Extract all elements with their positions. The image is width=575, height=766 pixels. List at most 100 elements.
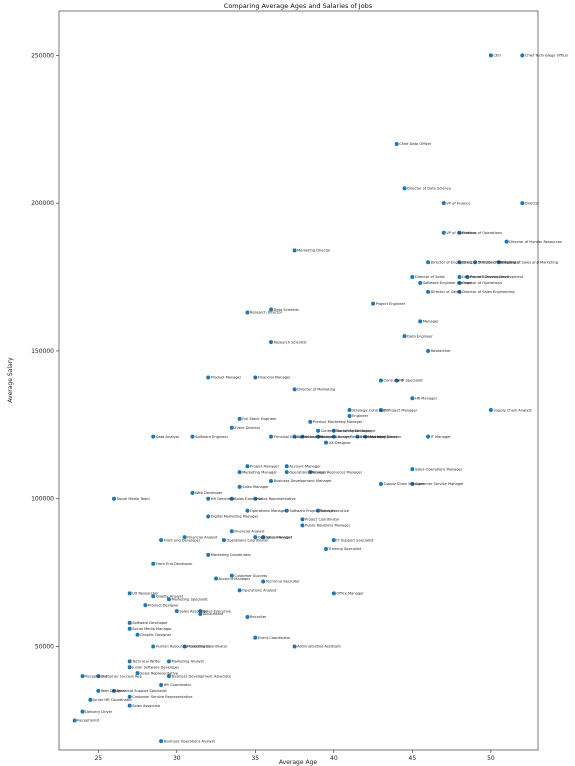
data-point: [473, 260, 478, 265]
point-label: Account Manager: [219, 577, 251, 581]
data-point: [96, 674, 101, 679]
data-point: [151, 594, 156, 599]
data-point: [457, 289, 462, 294]
point-label: Director of Engineering: [431, 260, 473, 264]
point-label: Research Scientist: [274, 340, 308, 344]
point-label: Data Analyst: [156, 435, 180, 439]
data-point: [151, 434, 156, 439]
x-tick-label: 45: [409, 755, 417, 762]
data-point: [418, 280, 423, 285]
point-label: Product Manager: [211, 376, 242, 380]
y-tick-label: 200000: [31, 200, 54, 207]
data-point: [488, 53, 493, 58]
point-label: Content Marketing Manager: [321, 429, 372, 433]
data-point: [214, 576, 219, 581]
data-point: [245, 614, 250, 619]
point-label: Operations Manager: [297, 435, 334, 439]
data-point: [198, 609, 203, 614]
x-tick-label: 30: [173, 755, 181, 762]
data-point: [269, 307, 274, 312]
point-label: Operations Manager: [289, 470, 326, 474]
point-label: Technical Writer: [131, 660, 161, 664]
point-label: HR Specialist: [399, 379, 423, 383]
data-point: [190, 434, 195, 439]
data-point: [253, 635, 258, 640]
axis-ticks: 25 30 35 40 45 50 50000 100000 150000 200000 25000…: [31, 52, 495, 762]
point-label: Marketing Director: [368, 435, 402, 439]
point-label: Research Director: [250, 311, 283, 315]
data-point: [245, 508, 250, 513]
point-label: Sales Representative: [258, 497, 297, 501]
y-tick-label: 250000: [31, 52, 54, 59]
data-point: [151, 561, 156, 566]
point-label: Supply Chain Analyst: [493, 408, 532, 412]
data-point: [504, 239, 509, 244]
y-tick-label: 150000: [31, 348, 54, 355]
point-label: Front End Developer: [156, 562, 193, 566]
data-point: [206, 514, 211, 519]
data-point: [426, 434, 431, 439]
data-point: [127, 665, 132, 670]
data-point: [520, 201, 525, 206]
point-label: Engineer: [352, 414, 369, 418]
data-point: [292, 248, 297, 253]
point-label: Customer Service Manager: [415, 482, 464, 486]
point-label: Social Media Manager: [132, 627, 172, 631]
data-point: [457, 275, 462, 280]
point-label: Sales Associate: [132, 704, 161, 708]
data-point: [253, 535, 258, 540]
point-label: Delivery Driver: [85, 710, 113, 714]
data-point: [206, 375, 211, 380]
data-point: [221, 538, 226, 543]
data-point: [410, 467, 415, 472]
data-point: [331, 591, 336, 596]
data-point: [426, 289, 431, 294]
point-label: Operations Analyst: [258, 535, 293, 539]
data-point: [496, 260, 501, 265]
point-label: Business Intelligence: [360, 435, 399, 439]
data-point: [394, 378, 399, 383]
point-label: Director of Operations: [462, 281, 502, 285]
data-point: [323, 440, 328, 445]
data-point: [159, 682, 164, 687]
point-label: Digital Marketing Manager: [211, 515, 259, 519]
point-label: Financial Manager: [258, 376, 291, 380]
data-point: [127, 703, 132, 708]
data-point: [331, 428, 336, 433]
point-label: Project Coordinator: [305, 518, 340, 522]
point-label: Director of Product Management: [462, 260, 521, 264]
point-label: Training Specialist: [328, 547, 362, 551]
point-label: Director of Sales Engineering: [462, 290, 514, 294]
point-label: Product Development: [470, 275, 510, 279]
data-point: [72, 718, 77, 723]
point-label: Business Development Associate: [172, 674, 232, 678]
point-label: Sales Executive: [234, 497, 263, 501]
data-point: [316, 508, 321, 513]
x-axis-label: Average Age: [279, 759, 317, 766]
data-point: [402, 334, 407, 339]
data-point: [127, 694, 132, 699]
point-label: IT Support Specialist: [336, 538, 374, 542]
point-label: Software Engineer: [195, 435, 229, 439]
point-label: Marketing Director: [297, 249, 331, 253]
point-label: Sales Executive: [321, 509, 350, 513]
point-label: Principal Engineer: [274, 435, 307, 439]
data-point: [198, 612, 203, 617]
data-point: [331, 434, 336, 439]
point-label: Sales Operations Manager: [415, 467, 463, 471]
data-point: [300, 434, 305, 439]
point-label: Manager: [423, 320, 439, 324]
data-point: [292, 387, 297, 392]
data-point: [237, 470, 242, 475]
data-point: [457, 230, 462, 235]
data-point: [159, 538, 164, 543]
data-point: [80, 709, 85, 714]
point-label: Supply Chain Manager: [384, 482, 425, 486]
data-point: [300, 523, 305, 528]
data-point: [166, 674, 171, 679]
point-label: Marketing Manager: [242, 470, 277, 474]
point-label: Marketing Specialist: [172, 597, 209, 601]
chart-title: Comparing Average Ages and Salaries of J…: [224, 2, 373, 10]
